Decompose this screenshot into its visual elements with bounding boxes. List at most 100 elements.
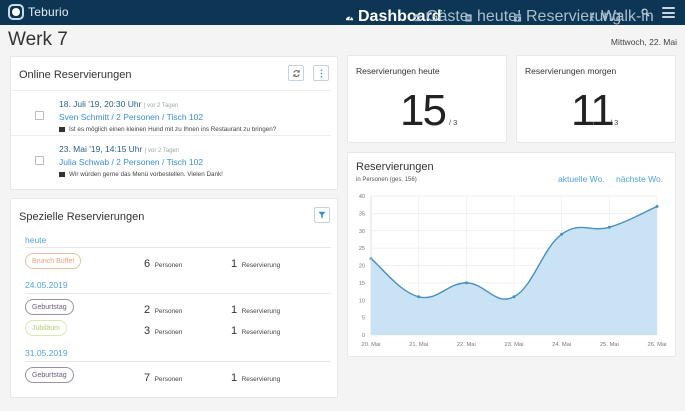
calendar-plus-icon xyxy=(513,13,522,22)
datetime-text: 18. Juli '19, 20:30 Uhr xyxy=(59,99,142,109)
tag-brunch-buffet[interactable]: Brunch Buffet xyxy=(25,253,82,269)
reservations-value: 1 xyxy=(231,304,238,316)
persons-value: 6 xyxy=(144,258,151,270)
reservations-value: 1 xyxy=(231,258,238,270)
stat-value: 15 xyxy=(400,86,447,135)
users-icon xyxy=(413,13,422,21)
svg-text:25: 25 xyxy=(359,246,365,252)
persons-unit: Personen xyxy=(154,329,183,336)
svg-text:21. Mai: 21. Mai xyxy=(409,342,428,348)
reservations-unit: Reservierung xyxy=(241,329,281,336)
filter-button[interactable] xyxy=(314,207,330,223)
svg-text:20: 20 xyxy=(359,264,365,270)
nav-item-gaeste[interactable]: Gäste xyxy=(413,8,469,26)
tag-geburtstag[interactable]: Geburtstag xyxy=(25,299,74,315)
nav-label: Dashboard xyxy=(358,8,442,25)
search-button[interactable] xyxy=(641,8,650,17)
current-week-link[interactable]: aktuelle Wo. xyxy=(558,174,605,184)
stat-label: Reservierungen heute xyxy=(356,66,440,76)
teburio-logo-icon xyxy=(8,4,24,20)
brand[interactable]: Teburio xyxy=(8,4,69,20)
svg-text:5: 5 xyxy=(362,316,365,322)
reservation-message: Ist es möglich einen kleinen Hund mit zu… xyxy=(59,126,276,133)
reservation-checkbox[interactable] xyxy=(35,111,44,120)
online-reservations-card: Online Reservierungen 18. Juli '19, 20:3… xyxy=(10,56,338,190)
persons-count: 3 Personen xyxy=(144,321,182,339)
divider xyxy=(25,361,331,362)
special-reservations-card: Spezielle Reservierungen heute Brunch Bu… xyxy=(10,198,338,398)
stat-card-tomorrow: Reservierungen morgen 11 / 3 xyxy=(516,55,676,143)
persons-unit: Personen xyxy=(154,308,183,315)
refresh-icon xyxy=(292,69,300,77)
next-week-link[interactable]: nächste Wo. xyxy=(616,174,664,184)
svg-text:35: 35 xyxy=(359,211,365,217)
svg-text:0: 0 xyxy=(362,333,365,339)
svg-text:30: 30 xyxy=(359,229,365,235)
hamburger-menu-button[interactable] xyxy=(662,7,675,18)
reservations-count: 1 Reservierung xyxy=(231,368,280,386)
chart-title: Reservierungen xyxy=(356,161,434,173)
svg-text:23. Mai: 23. Mai xyxy=(504,342,523,348)
reservation-checkbox[interactable] xyxy=(35,156,44,165)
more-options-button[interactable] xyxy=(313,65,329,81)
stat-value: 11 xyxy=(571,86,615,135)
svg-text:10: 10 xyxy=(359,298,365,304)
reservations-chart-card: Reservierungen in Personen (ges. 156) ak… xyxy=(347,152,676,357)
svg-text:24. Mai: 24. Mai xyxy=(552,342,571,348)
reservation-guest-link[interactable]: Sven Schmitt / 2 Personen / Tisch 102 xyxy=(59,112,204,122)
message-text: Wir würden gerne das Menü vorbestellen. … xyxy=(69,171,223,178)
stat-sub: / 3 xyxy=(449,118,458,127)
nav-item-walk-in[interactable]: Walk-in xyxy=(588,8,654,26)
online-reservation-item[interactable]: 23. Mai '19, 14:15 Uhr | vor 2 Tagen Jul… xyxy=(11,135,331,185)
chart-subtitle: in Personen (ges. 156) xyxy=(356,177,417,183)
area-chart: 0 5 10 15 20 25 30 35 40 20. Mai 21. Mai 22. Mai 23.… xyxy=(359,194,667,348)
reservation-message: Wir würden gerne das Menü vorbestellen. … xyxy=(59,171,223,178)
persons-count: 7 Personen xyxy=(144,368,182,386)
nav-item-heute[interactable]: heute! xyxy=(464,8,521,26)
reservations-count: 1 Reservierung xyxy=(231,321,280,339)
reservations-value: 1 xyxy=(231,372,238,384)
hamburger-icon xyxy=(662,7,675,9)
persons-value: 3 xyxy=(144,325,151,337)
datetime-text: 23. Mai '19, 14:15 Uhr xyxy=(59,144,143,154)
svg-text:26. Mai: 26. Mai xyxy=(647,342,666,348)
reservations-count: 1 Reservierung xyxy=(231,300,280,318)
persons-unit: Personen xyxy=(154,262,183,269)
persons-value: 7 xyxy=(144,372,151,384)
message-text: Ist es möglich einen kleinen Hund mit zu… xyxy=(69,126,277,133)
walking-icon xyxy=(589,12,595,21)
persons-count: 6 Personen xyxy=(144,254,182,272)
tag-jubilaeum[interactable]: Jubiläum xyxy=(25,320,68,336)
refresh-button[interactable] xyxy=(288,65,304,81)
group-label: 24.05.2019 xyxy=(25,280,68,290)
svg-text:22. Mai: 22. Mai xyxy=(457,342,476,348)
more-vertical-icon xyxy=(320,69,322,77)
divider xyxy=(25,293,331,294)
envelope-icon xyxy=(59,127,65,132)
card-title: Online Reservierungen xyxy=(19,69,132,81)
time-ago: | vor 2 Tagen xyxy=(143,103,179,109)
calendar-today-icon xyxy=(465,13,472,22)
stat-card-today: Reservierungen heute 15 / 3 xyxy=(347,55,507,143)
envelope-icon xyxy=(59,172,65,177)
persons-value: 2 xyxy=(144,304,151,316)
divider xyxy=(25,247,331,248)
online-reservation-item[interactable]: 18. Juli '19, 20:30 Uhr | vor 2 Tagen Sv… xyxy=(11,90,331,140)
svg-text:40: 40 xyxy=(359,194,365,200)
nav-label: Reservierung xyxy=(526,8,622,25)
time-ago: | vor 2 Tagen xyxy=(144,148,180,154)
nav-item-dashboard[interactable]: Dashboard xyxy=(345,8,442,26)
reservations-unit: Reservierung xyxy=(241,308,281,315)
svg-text:25. Mai: 25. Mai xyxy=(600,342,619,348)
reservation-guest-link[interactable]: Julia Schwab / 2 Personen / Tisch 102 xyxy=(59,157,204,167)
svg-text:15: 15 xyxy=(359,281,365,287)
reservations-value: 1 xyxy=(231,325,238,337)
search-icon xyxy=(641,8,650,17)
tag-geburtstag[interactable]: Geburtstag xyxy=(25,367,74,383)
group-label: 31.05.2019 xyxy=(25,348,68,358)
persons-unit: Personen xyxy=(154,376,183,383)
reservations-unit: Reservierung xyxy=(241,376,281,383)
dashboard-icon xyxy=(345,15,354,20)
nav-item-reservierung[interactable]: Reservierung xyxy=(513,8,621,26)
reservation-datetime: 18. Juli '19, 20:30 Uhr | vor 2 Tagen xyxy=(59,99,178,109)
